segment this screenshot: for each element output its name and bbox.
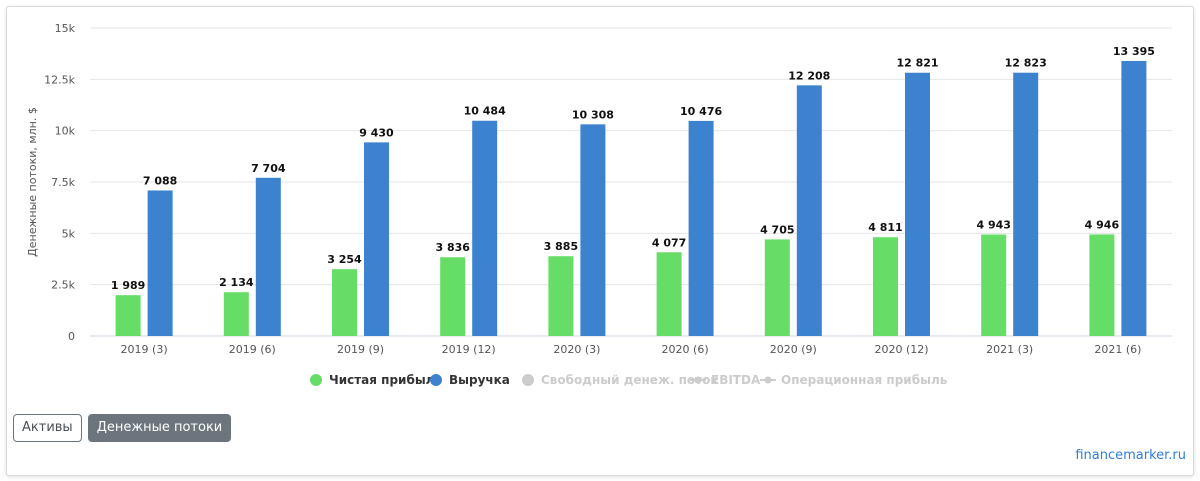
bar-revenue[interactable] (255, 177, 281, 336)
data-label: 4 077 (652, 236, 686, 249)
legend-item[interactable]: Чистая прибыль (310, 373, 442, 387)
data-label: 12 208 (788, 69, 830, 82)
x-axis: 2019 (3) 2019 (6) 2019 (9) 2019 (12) 2020 (3… (121, 343, 1142, 356)
y-tick-label: 5k (62, 227, 76, 240)
legend-marker-icon (694, 376, 702, 384)
data-label: 9 430 (359, 126, 394, 139)
data-label: 7 704 (251, 162, 286, 175)
x-tick-label: 2020 (6) (662, 343, 709, 356)
legend-marker-icon (764, 376, 772, 384)
x-tick-label: 2019 (12) (442, 343, 496, 356)
x-tick-label: 2020 (3) (553, 343, 600, 356)
legend-label: Выручка (449, 373, 510, 387)
bar-revenue[interactable] (1121, 60, 1147, 337)
legend-label: Операционная прибыль (781, 373, 948, 387)
data-label: 4 946 (1085, 218, 1120, 231)
data-label: 12 823 (1005, 57, 1047, 70)
y-axis: 0 2.5k 5k 7.5k 10k 12.5k 15k (44, 22, 75, 343)
bar-net-profit[interactable] (332, 269, 357, 336)
bars: 1 989 7 088 2 134 7 704 3 254 9 430 3 836 10 48… (111, 45, 1155, 337)
bar-net-profit[interactable] (981, 234, 1007, 336)
grid-lines (90, 27, 1172, 337)
x-tick-label: 2020 (9) (770, 343, 817, 356)
data-label: 13 395 (1113, 45, 1155, 58)
bar-net-profit[interactable] (1089, 234, 1115, 336)
view-switch: Активы Денежные потоки (13, 414, 232, 442)
legend-marker-icon (430, 374, 442, 386)
brand-link[interactable]: financemarker.ru (1075, 448, 1186, 463)
bar-revenue[interactable] (472, 120, 498, 336)
bar-revenue[interactable] (688, 120, 714, 337)
bar-revenue[interactable] (580, 124, 606, 336)
bar-revenue[interactable] (905, 72, 930, 337)
x-tick-label: 2021 (6) (1094, 343, 1141, 356)
data-label: 7 088 (143, 174, 177, 187)
data-label: 3 885 (544, 240, 578, 253)
bar-revenue[interactable] (147, 190, 173, 336)
y-tick-label: 15k (55, 22, 76, 35)
bar-revenue[interactable] (796, 85, 822, 336)
data-label: 4 705 (760, 223, 794, 236)
bar-revenue[interactable] (364, 142, 389, 336)
data-label: 10 308 (572, 108, 614, 121)
data-label: 10 484 (464, 105, 506, 118)
legend-marker-icon (522, 374, 534, 386)
assets-button[interactable]: Активы (13, 414, 82, 442)
legend-marker-icon (310, 374, 322, 386)
bar-net-profit[interactable] (548, 256, 574, 336)
data-label: 3 836 (435, 241, 470, 254)
data-label: 12 821 (896, 57, 938, 70)
cashflows-button[interactable]: Денежные потоки (87, 414, 232, 442)
bar-net-profit[interactable] (115, 295, 141, 336)
data-label: 3 254 (327, 253, 362, 266)
x-tick-label: 2021 (3) (986, 343, 1033, 356)
legend-item[interactable]: EBITDA (690, 373, 761, 387)
bar-revenue[interactable] (1013, 72, 1039, 337)
bar-net-profit[interactable] (656, 252, 682, 336)
bar-net-profit[interactable] (223, 292, 249, 336)
bar-net-profit[interactable] (440, 257, 466, 336)
data-label: 1 989 (111, 279, 145, 292)
y-axis-label: Денежные потоки, млн. $ (26, 107, 39, 257)
x-tick-label: 2019 (9) (337, 343, 384, 356)
data-label: 4 943 (976, 219, 1010, 232)
legend-label: EBITDA (711, 373, 761, 387)
x-tick-label: 2019 (6) (229, 343, 276, 356)
legend-label: Чистая прибыль (329, 373, 442, 387)
y-tick-label: 2.5k (51, 279, 75, 292)
x-tick-label: 2020 (12) (874, 343, 928, 356)
legend-item[interactable]: Операционная прибыль (760, 373, 948, 387)
legend-item[interactable]: Выручка (430, 373, 510, 387)
x-tick-label: 2019 (3) (121, 343, 168, 356)
y-tick-label: 10k (55, 125, 76, 138)
data-label: 10 476 (680, 105, 722, 118)
y-tick-label: 7.5k (51, 176, 75, 189)
y-tick-label: 0 (68, 330, 75, 343)
data-label: 2 134 (219, 276, 254, 289)
legend: Чистая прибыль Выручка Свободный денеж. по… (310, 373, 948, 387)
cashflow-bar-chart: 0 2.5k 5k 7.5k 10k 12.5k 15k Денежные потоки, … (26, 22, 1172, 387)
legend-label: Свободный денеж. поток (541, 373, 719, 387)
data-label: 4 811 (868, 221, 902, 234)
y-tick-label: 12.5k (44, 73, 75, 86)
bar-net-profit[interactable] (873, 237, 898, 336)
bar-net-profit[interactable] (764, 239, 790, 336)
legend-item[interactable]: Свободный денеж. поток (522, 373, 719, 387)
